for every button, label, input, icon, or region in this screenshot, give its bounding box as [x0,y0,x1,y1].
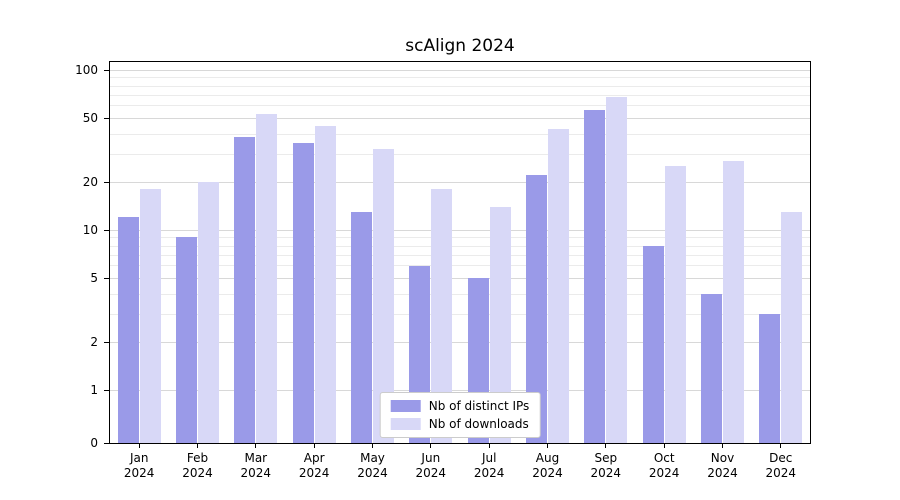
gridline-minor-40 [110,134,810,135]
bar-distinct-ips-dec [759,313,781,443]
y-tick-label-10: 10 [82,223,98,237]
bar-distinct-ips-apr [292,142,314,443]
bar-downloads-jan [139,189,161,443]
bar-distinct-ips-oct [642,245,664,443]
y-tick-label-1: 1 [90,383,98,397]
y-tick-label-0: 0 [90,436,98,450]
x-tick-label-aug: Aug 2024 [532,451,563,480]
y-tick-label-2: 2 [90,335,98,349]
bar-downloads-dec [781,211,803,443]
gridline-minor-80 [110,86,810,87]
x-tick-label-apr: Apr 2024 [298,451,330,480]
gridline-minor-60 [110,105,810,106]
gridline-major-50 [110,118,810,119]
y-tick-label-50: 50 [82,111,98,125]
bar-distinct-ips-feb [176,237,197,443]
y-tick-label-20: 20 [82,175,98,189]
gridline-major-2 [110,342,810,343]
x-tick-label-jul: Jul 2024 [473,451,505,480]
gridline-minor-3 [110,314,810,315]
legend-item-downloads: Nb of downloads [390,417,530,431]
x-tick-mark-mar [255,444,257,448]
gridline-major-1 [110,390,810,391]
x-tick-label-jan: Jan 2024 [123,451,155,480]
bar-downloads-apr [314,125,336,443]
bar-downloads-may [373,149,394,443]
legend: Nb of distinct IPs Nb of downloads [379,392,541,438]
x-tick-label-oct: Oct 2024 [648,451,680,480]
legend-swatch-distinct-ips [390,400,421,412]
x-tick-mark-jan [138,444,140,448]
y-tick-label-100: 100 [75,63,98,77]
bar-downloads-nov [723,161,744,443]
x-tick-mark-may [372,444,373,448]
x-tick-mark-jul [488,444,490,448]
gridline-minor-4 [110,294,810,295]
x-tick-mark-aug [547,444,548,448]
gridline-major-100 [110,70,810,71]
y-tick-label-5: 5 [90,271,98,285]
bar-downloads-sep [606,96,628,443]
x-tick-mark-oct [663,444,665,448]
gridline-major-10 [110,230,810,231]
x-tick-label-jun: Jun 2024 [415,451,447,480]
bar-distinct-ips-nov [701,293,722,443]
bar-distinct-ips-aug [526,175,547,443]
x-tick-label-may: May 2024 [357,451,388,480]
gridline-minor-9 [110,237,810,238]
y-tick-mark-0 [104,443,110,444]
gridline-minor-8 [110,246,810,247]
legend-swatch-downloads [390,418,421,430]
x-tick-mark-dec [780,444,782,448]
bar-downloads-jun [431,189,453,443]
gridline-major-20 [110,182,810,183]
bar-downloads-mar [256,114,278,443]
gridline-major-5 [110,278,810,279]
x-tick-mark-jun [430,444,432,448]
x-tick-mark-feb [197,444,198,448]
legend-label-distinct-ips: Nb of distinct IPs [428,399,530,413]
bar-distinct-ips-may [351,211,372,443]
gridline-minor-7 [110,255,810,256]
chart-title: scAlign 2024 [405,36,515,56]
x-tick-mark-apr [313,444,315,448]
bar-distinct-ips-jan [117,217,139,443]
x-tick-label-mar: Mar 2024 [240,451,272,480]
gridline-minor-30 [110,154,810,155]
x-tick-label-sep: Sep 2024 [590,451,622,480]
x-tick-label-dec: Dec 2024 [765,451,797,480]
x-tick-mark-sep [605,444,607,448]
plot-area: Nb of distinct IPs Nb of downloads [109,61,811,444]
gridline-minor-90 [110,77,810,78]
bar-downloads-aug [548,128,569,443]
bar-downloads-feb [198,181,219,443]
bar-distinct-ips-mar [234,137,256,443]
x-tick-label-feb: Feb 2024 [182,451,213,480]
x-tick-mark-nov [722,444,723,448]
bar-distinct-ips-sep [584,110,606,443]
legend-label-downloads: Nb of downloads [428,417,529,431]
gridline-minor-70 [110,95,810,96]
x-tick-label-nov: Nov 2024 [707,451,738,480]
bar-downloads-oct [664,166,686,443]
legend-item-distinct-ips: Nb of distinct IPs [390,399,530,413]
gridline-minor-6 [110,265,810,266]
bar-downloads-jul [489,206,511,443]
